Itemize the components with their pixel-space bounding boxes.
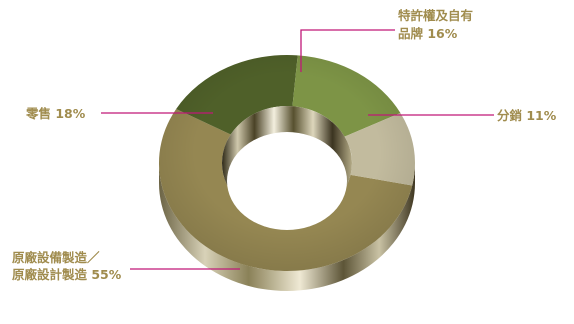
slice-label-2-line-0: 特許權及自有 — [398, 8, 473, 23]
donut-hole — [222, 106, 352, 230]
ring-outer-wall — [159, 163, 415, 291]
hole-opening — [227, 132, 347, 230]
slice-label-3-line-0: 分銷 11% — [497, 108, 557, 123]
slice-label-0-line-1: 原廠設計製造 55% — [12, 267, 122, 282]
slice-label-1-line-0: 零售 18% — [25, 106, 86, 121]
slice-label-0-line-0: 原廠設備製造／ — [12, 250, 100, 265]
leader-line-2 — [300, 29, 395, 72]
slice-label-2-line-1: 品牌 16% — [398, 26, 458, 41]
